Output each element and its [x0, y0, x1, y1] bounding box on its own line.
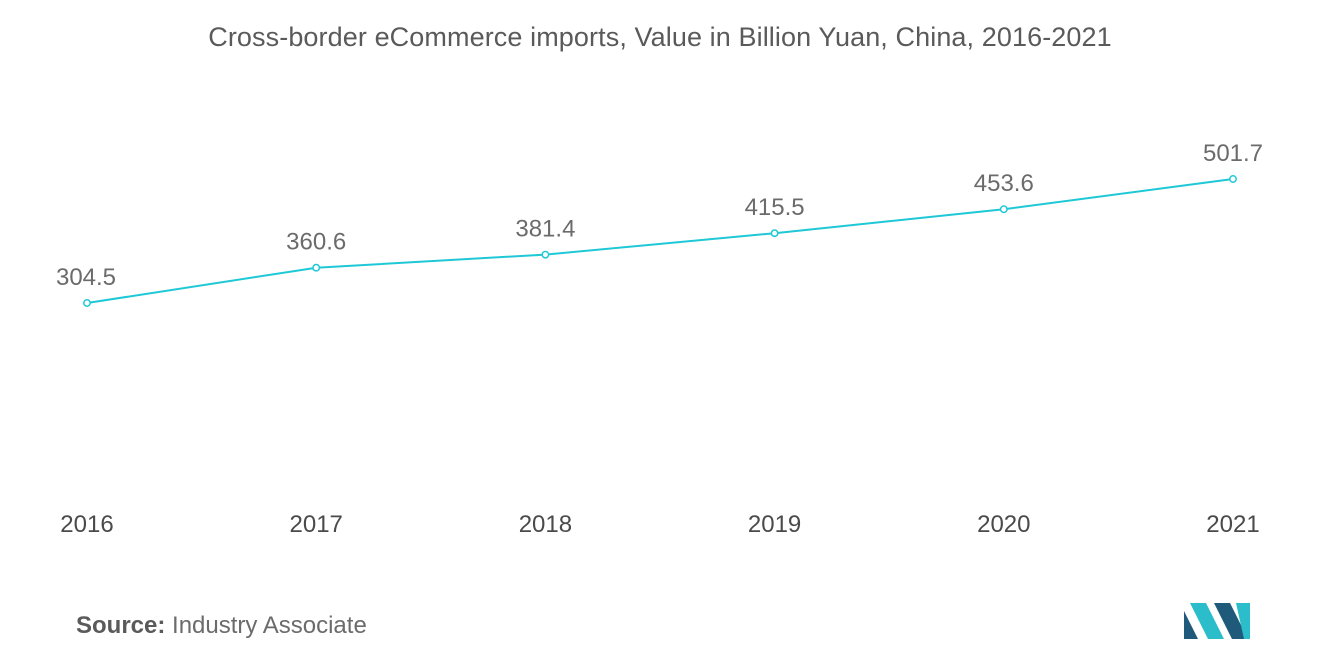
x-axis-ticks: 2016 2017 2018 2019 2020 2021: [60, 511, 1259, 538]
x-tick-label-2021: 2021: [1206, 511, 1259, 538]
x-tick-label-2020: 2020: [977, 511, 1030, 538]
logo-left-stroke: [1184, 611, 1198, 639]
data-point-2017: [312, 263, 321, 272]
x-tick-label-2019: 2019: [748, 511, 801, 538]
x-tick-label-2018: 2018: [519, 511, 572, 538]
data-label-layer: 304.5 360.6 381.4 415.5 453.6 501.7: [56, 140, 1263, 291]
series-line: [86, 178, 1234, 304]
brand-logo: [1184, 603, 1250, 639]
data-label-2019: 415.5: [745, 194, 805, 221]
data-point-2019: [770, 229, 779, 238]
chart-title: Cross-border eCommerce imports, Value in…: [208, 22, 1112, 52]
source-text: Industry Associate: [172, 612, 367, 639]
data-point-2021: [1229, 175, 1237, 183]
x-tick-label-2016: 2016: [60, 511, 113, 538]
x-tick-label-2017: 2017: [290, 511, 343, 538]
data-label-2017: 360.6: [286, 229, 346, 256]
data-point-2016: [83, 299, 91, 307]
data-label-2021: 501.7: [1203, 140, 1263, 167]
source-label: Source:: [76, 612, 166, 639]
logo-right-stroke: [1214, 603, 1248, 639]
logo-right-bar: [1236, 603, 1250, 639]
data-label-2018: 381.4: [515, 216, 575, 243]
data-point-2018: [541, 250, 550, 259]
series-layer: [83, 175, 1237, 307]
data-point-2020: [999, 205, 1008, 214]
logo-center-stroke: [1190, 603, 1224, 639]
source-note: Source: Industry Associate: [76, 612, 367, 640]
data-label-2016: 304.5: [56, 264, 116, 291]
data-label-2020: 453.6: [974, 170, 1034, 197]
